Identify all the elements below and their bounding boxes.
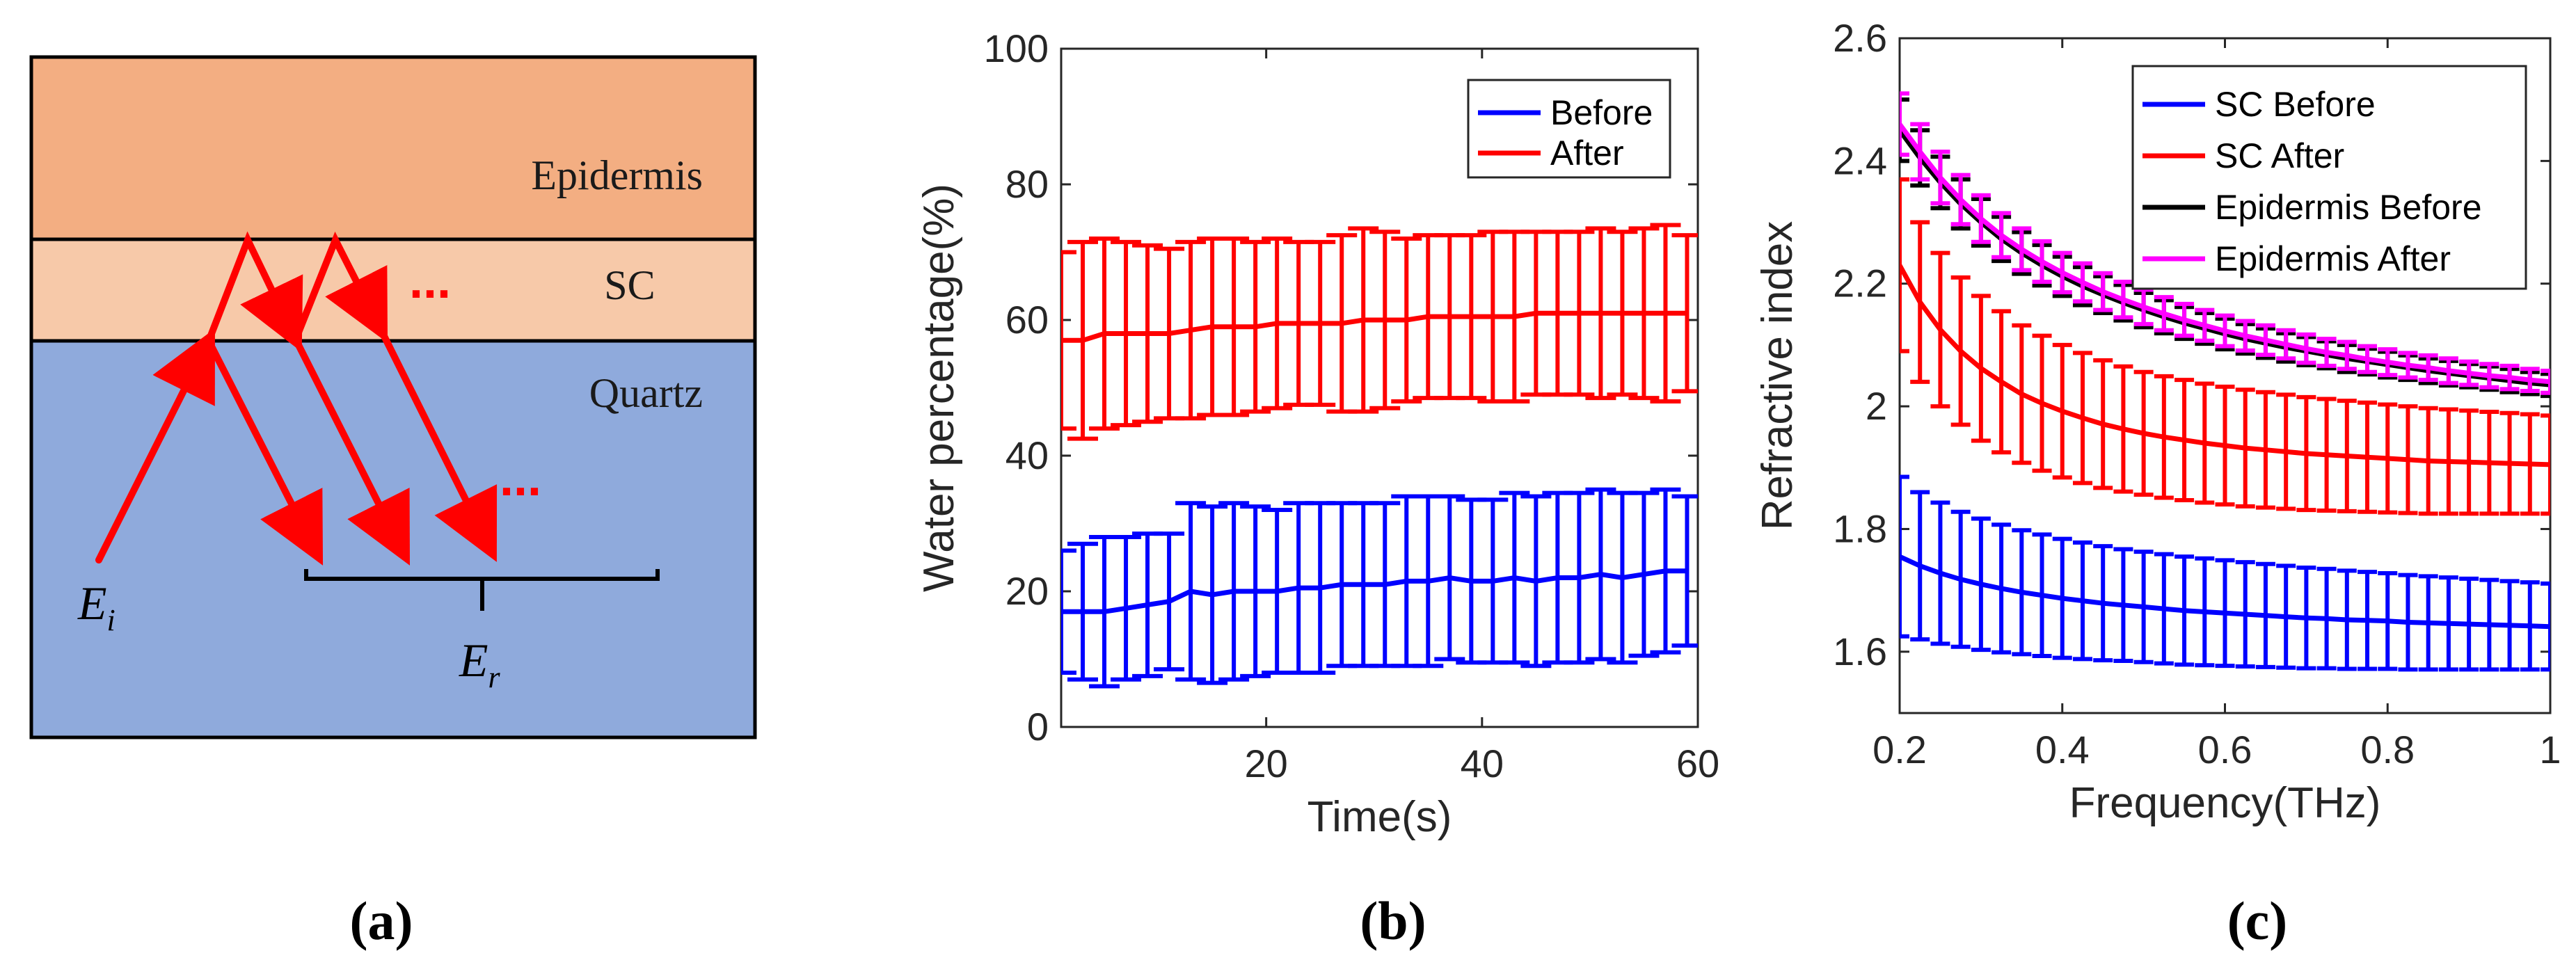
series-line	[1061, 310, 1687, 343]
panel-a-schematic: Epidermis SC Quartz ... ... Ei Er (a)	[29, 55, 757, 951]
y-tick-label: 2.4	[1833, 138, 1887, 182]
y-tick-label: 60	[1005, 298, 1049, 342]
legend: SC Before SC After Epidermis Before Epiderm…	[2131, 65, 2527, 290]
reflected-field-label: Er	[459, 634, 501, 694]
legend-label: SC After	[2215, 136, 2344, 175]
caption-b: (b)	[1360, 890, 1426, 951]
legend-label: Epidermis Before	[2215, 188, 2482, 227]
reflected-ray-2	[292, 336, 411, 566]
y-tick-label: 1.6	[1833, 630, 1887, 673]
legend-label: Before	[1550, 93, 1653, 132]
legend-label: Epidermis After	[2215, 239, 2451, 278]
series-before	[1061, 487, 1698, 689]
ray-bounce-2	[292, 231, 388, 343]
y-tick-label: 40	[1005, 433, 1049, 477]
series-sc-after	[1900, 177, 2550, 516]
x-axis-label: Time(s)	[1307, 793, 1452, 841]
legend-label: SC Before	[2215, 85, 2376, 124]
series-after	[1061, 223, 1698, 441]
series-epidermis-after	[1900, 91, 2550, 395]
series-line	[1061, 568, 1687, 614]
y-tick-label: 2.6	[1833, 16, 1887, 60]
y-tick-label: 0	[1027, 705, 1049, 749]
quartz-label: Quartz	[589, 370, 703, 416]
series-group	[1061, 223, 1698, 689]
caption-c: (c)	[2227, 890, 2288, 951]
y-tick-label: 2.2	[1833, 262, 1887, 305]
x-axis-label: Frequency(THz)	[2069, 779, 2381, 827]
ellipsis-quartz: ...	[500, 451, 541, 506]
series-line	[1900, 264, 2550, 467]
series-line	[1900, 122, 2550, 385]
reflection-brace	[304, 569, 660, 611]
reflected-ray-3	[378, 327, 498, 562]
x-tick-label: 20	[1245, 742, 1288, 785]
panel-b-chart: 0 20 40 60 80 100 20 40 60 Time(s) Water percentag…	[915, 26, 1719, 841]
ray-bounce-1	[205, 231, 303, 353]
incident-ray	[95, 328, 215, 563]
sc-label: SC	[604, 262, 655, 308]
epidermis-label: Epidermis	[531, 152, 703, 198]
x-tick-label: 1	[2539, 728, 2561, 771]
ellipsis-sc: ...	[409, 253, 451, 309]
y-tick-label: 1.8	[1833, 506, 1887, 550]
legend-box	[1467, 79, 1671, 179]
caption-a: (a)	[350, 890, 413, 951]
legend-label: After	[1550, 134, 1624, 173]
x-tick-label: 0.4	[2035, 728, 2090, 771]
incident-field-label: Ei	[77, 577, 116, 637]
ray-paths	[95, 231, 498, 566]
y-tick-label: 20	[1005, 569, 1049, 613]
series-group	[1900, 91, 2550, 672]
x-tick-label: 60	[1676, 742, 1719, 785]
series-sc-before	[1900, 474, 2550, 672]
y-tick-label: 80	[1005, 162, 1049, 206]
panel-c-chart: 1.6 1.8 2 2.2 2.4 2.6 0.2 0.4 0.6 0.8 1 Frequency(T…	[1754, 16, 2561, 827]
reflected-ray-1	[205, 337, 324, 566]
x-tick-label: 0.2	[1873, 728, 1927, 771]
sc-layer	[29, 237, 757, 343]
y-tick-label: 2	[1866, 384, 1887, 428]
y-axis-label: Refractive index	[1754, 221, 1802, 531]
x-tick-label: 40	[1461, 742, 1504, 785]
y-axis-label: Water percentage(%)	[915, 184, 963, 592]
x-tick-label: 0.6	[2198, 728, 2252, 771]
epidermis-layer	[29, 55, 757, 241]
series-line	[1900, 554, 2550, 630]
y-tick-label: 100	[984, 26, 1049, 70]
x-tick-label: 0.8	[2360, 728, 2415, 771]
